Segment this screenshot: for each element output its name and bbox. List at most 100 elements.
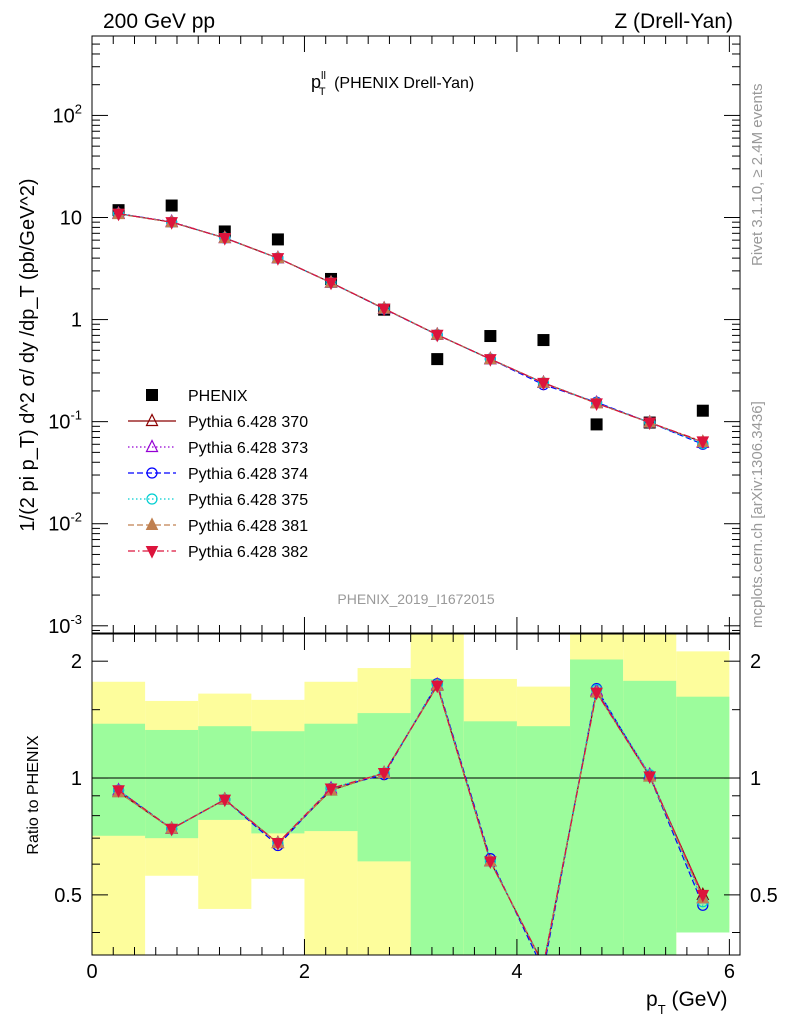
series-mc-6 [112, 208, 710, 450]
y-tick-label: 102 [53, 101, 82, 127]
ratio-point [538, 965, 548, 975]
legend-marker [146, 493, 158, 505]
ratio-series-6 [112, 680, 710, 971]
y-tick-label: 10-3 [48, 612, 82, 638]
ratio-y-tick-label: 0.5 [54, 885, 82, 907]
mcplots-label: mcplots.cern.ch [arXiv:1306.3436] [749, 401, 766, 628]
data-point [537, 334, 550, 347]
ratio-point [165, 823, 178, 837]
analysis-label: PHENIX_2019_I1672015 [337, 591, 494, 607]
ratio-y-tick-label-right: 0.5 [750, 885, 778, 907]
ratio-plot-ticks: 0.5 0.5 1 1 2 2 0 2 4 6 [54, 634, 778, 983]
data-point [377, 303, 391, 317]
x-tick-label: 2 [299, 961, 310, 983]
data-point [271, 233, 284, 246]
data-point [324, 277, 338, 291]
ratio-point [218, 794, 232, 808]
x-tick-label: 4 [511, 961, 522, 983]
legend-label: PHENIX [188, 388, 248, 405]
series-mc-4 [112, 208, 709, 450]
legend-label: Pythia 6.428 382 [188, 544, 308, 561]
ratio-plot-ylabel: Ratio to PHENIX [25, 735, 42, 854]
legend-marker [146, 389, 158, 401]
ratio-plot-frame [91, 633, 741, 956]
ratio-point [377, 768, 391, 781]
y-tick-label: 1 [71, 310, 82, 332]
ratio-plot-series [112, 676, 710, 975]
data-point [112, 208, 125, 222]
ratio-point [696, 889, 710, 903]
uncertainty-band-inner [145, 729, 199, 839]
data-point [484, 354, 497, 367]
legend-entry: Pythia 6.428 374 [128, 466, 308, 483]
legend: PHENIX Pythia 6.428 370 Pythia 6.428 373 Py… [128, 388, 308, 561]
ratio-point [538, 960, 548, 970]
ratio-point [112, 785, 125, 798]
data-point [484, 330, 497, 343]
data-point [271, 253, 285, 266]
x-tick-label: 6 [724, 961, 735, 983]
uncertainty-band-inner [570, 659, 624, 955]
ratio-point [538, 958, 549, 969]
ratio-plot-panel: 0.5 0.5 1 1 2 2 0 2 4 6 Ratio to PHENIX pT (GeV) [25, 633, 778, 1017]
ratio-line [118, 684, 704, 955]
ratio-point [484, 856, 497, 869]
data-point [218, 232, 232, 246]
data-point [537, 377, 550, 391]
uncertainty-band-inner [410, 678, 464, 955]
main-plot-ylabel: 1/(2 pi p_T) d^2 σ/ dy /dp_T (pb/GeV^2) [17, 178, 39, 531]
ratio-point [590, 687, 603, 701]
series-line [118, 213, 704, 444]
ratio-point [538, 960, 549, 971]
ratio-point [430, 680, 444, 694]
series-line [118, 213, 704, 443]
legend-marker [146, 467, 158, 479]
x-tick-label: 0 [86, 961, 97, 983]
data-point [696, 404, 709, 417]
legend-entry: Pythia 6.428 381 [128, 517, 308, 535]
y-tick-label: 10-1 [48, 408, 82, 434]
data-point [430, 329, 444, 343]
y-tick-label: 10-2 [48, 510, 82, 536]
header-right: Z (Drell-Yan) [614, 10, 733, 33]
legend-marker [145, 413, 159, 427]
legend-entry: Pythia 6.428 375 [128, 492, 308, 509]
uncertainty-band-inner [92, 723, 146, 836]
legend-label: Pythia 6.428 370 [188, 414, 308, 431]
data-point [643, 417, 657, 431]
legend-marker [145, 517, 159, 530]
ratio-point [643, 771, 657, 784]
legend-entry: Pythia 6.428 382 [128, 544, 308, 561]
uncertainty-band-inner [304, 723, 358, 832]
uncertainty-band-inner [463, 721, 517, 955]
ratio-point [271, 838, 285, 851]
uncertainty-band-inner [516, 726, 571, 955]
data-point [165, 217, 178, 230]
legend-entry: Pythia 6.428 373 [128, 439, 308, 457]
main-plot-frame [91, 35, 741, 634]
series-line [118, 213, 704, 443]
ratio-point [538, 958, 549, 969]
rivet-label: Rivet 3.1.10, ≥ 2.4M events [749, 84, 766, 267]
series-line [118, 213, 704, 445]
legend-marker [145, 439, 159, 453]
x-axis-label: pT (GeV) [646, 988, 727, 1017]
data-point [590, 398, 603, 411]
uncertainty-band-inner [251, 731, 305, 834]
ratio-line [118, 684, 704, 955]
ratio-y-tick-label-right: 1 [750, 768, 761, 790]
main-plot-series [112, 199, 710, 450]
main-plot-ticks: 10-3 10-2 10-1 1 10 102 [48, 35, 740, 638]
data-point [696, 436, 710, 450]
header-left: 200 GeV pp [103, 10, 215, 33]
ratio-y-tick-label-right: 2 [750, 651, 761, 673]
legend-label: Pythia 6.428 381 [188, 518, 308, 535]
series-line [118, 213, 704, 442]
y-tick-label: 10 [60, 208, 82, 230]
ratio-y-tick-label: 1 [71, 768, 82, 790]
data-point [431, 353, 444, 366]
ratio-y-tick-label: 2 [71, 651, 82, 673]
legend-label: Pythia 6.428 374 [188, 466, 308, 483]
main-plot-panel: 10-3 10-2 10-1 1 10 102 pll T (PHENIX Drell-Ya… [17, 35, 741, 638]
